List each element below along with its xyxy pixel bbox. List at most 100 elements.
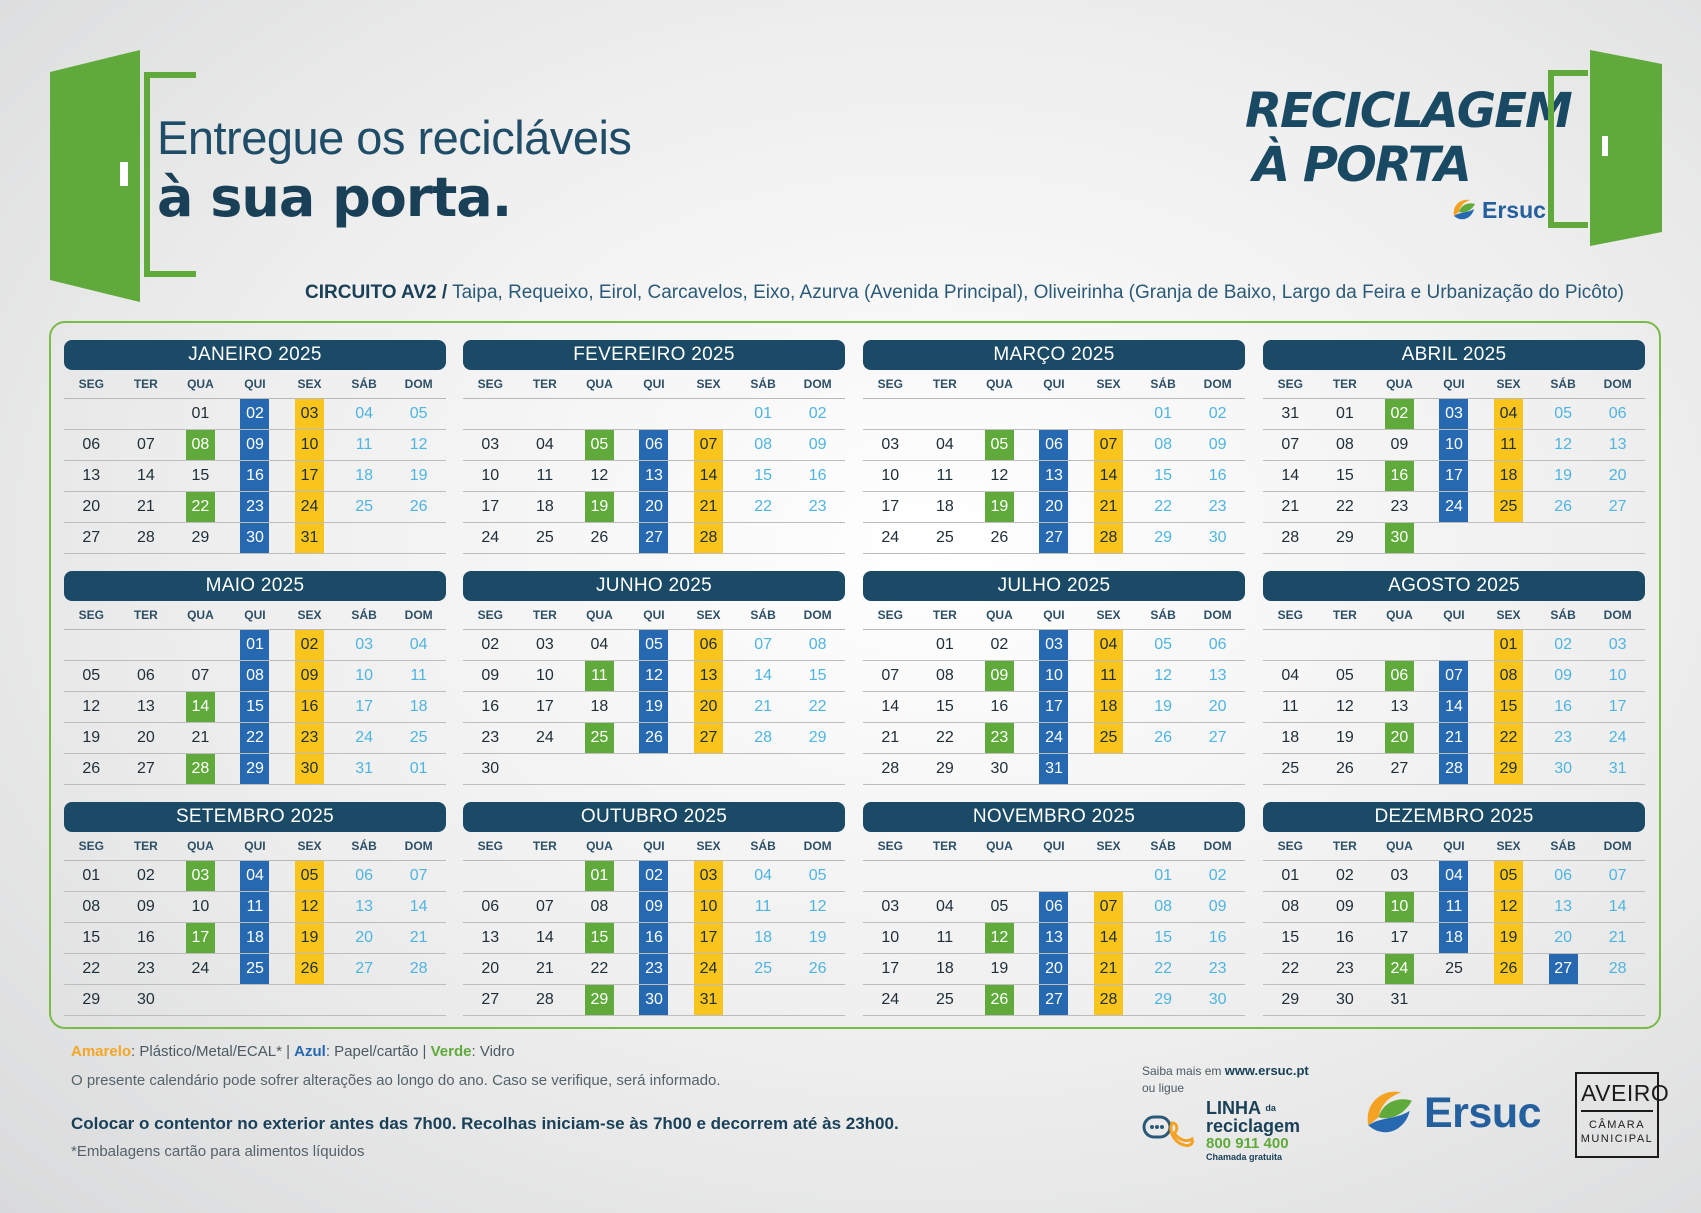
day: 24 — [881, 529, 900, 546]
day-weekend: 12 — [409, 436, 428, 453]
day-blue-collection: 27 — [1039, 523, 1069, 553]
day-weekend: 21 — [409, 929, 428, 946]
day: 25 — [1445, 960, 1463, 977]
day-green-collection: 23 — [984, 723, 1014, 753]
day-yellow-collection: 21 — [1094, 954, 1124, 984]
week-row: 01 02 03 04 — [64, 630, 446, 661]
day-weekend: 16 — [808, 467, 827, 484]
saiba-prefix: Saiba mais em — [1142, 1064, 1225, 1078]
day: 22 — [1335, 498, 1354, 515]
weekday-label: DOM — [1203, 377, 1232, 391]
month-title: ABRIL 2025 — [1263, 340, 1645, 370]
day-yellow-collection: 17 — [694, 923, 724, 953]
day: 18 — [935, 498, 954, 515]
month-calendar: FEVEREIRO 2025 SEG TER QUA QUI SEX SÁB DOM 01 02 0… — [463, 340, 845, 554]
weekday-label: SÁB — [1550, 377, 1576, 391]
day-blue-collection: 04 — [240, 861, 270, 891]
week-row: 24 25 26 27 28 29 30 — [863, 985, 1245, 1016]
week-row: 17 18 19 20 21 22 23 — [863, 492, 1245, 523]
day-blue-collection: 09 — [639, 892, 669, 922]
municipality-sub: CÂMARA MUNICIPAL — [1577, 1118, 1657, 1146]
month-title: MARÇO 2025 — [863, 340, 1245, 370]
weekday-label: DOM — [803, 608, 832, 622]
day: 12 — [990, 467, 1009, 484]
day: 04 — [590, 636, 609, 653]
day: 22 — [590, 960, 609, 977]
day-yellow-collection: 14 — [1094, 461, 1124, 491]
calendar-frame — [49, 321, 1661, 1029]
week-row: 28 29 30 31 — [863, 754, 1245, 785]
day: 17 — [481, 498, 500, 515]
weekday-header: SEG TER QUA QUI SEX SÁB DOM — [64, 370, 446, 399]
day: 17 — [535, 698, 554, 715]
day-weekend: 01 — [1154, 867, 1172, 884]
linha-label: LINHA — [1206, 1098, 1261, 1118]
day: 17 — [881, 498, 900, 515]
weekday-header: SEG TER QUA QUI SEX SÁB DOM — [863, 370, 1245, 399]
day-weekend: 22 — [1154, 498, 1172, 515]
day: 25 — [935, 529, 954, 546]
day-blue-collection: 23 — [240, 492, 270, 522]
legend-green-desc: : Vidro — [471, 1043, 515, 1060]
weekday-header: SEG TER QUA QUI SEX SÁB DOM — [64, 832, 446, 861]
day: 02 — [481, 636, 500, 653]
week-row: 10 11 12 13 14 15 16 — [863, 461, 1245, 492]
municipality-name: AVEIRO — [1581, 1080, 1669, 1112]
weekday-label: QUI — [244, 377, 266, 391]
day-green-collection: 12 — [984, 923, 1014, 953]
legend-green-label: Verde — [430, 1043, 472, 1060]
weekday-label: QUA — [986, 839, 1013, 853]
weekday-label: DOM — [1603, 839, 1632, 853]
day: 18 — [590, 698, 609, 715]
weekday-label: SEG — [877, 839, 903, 853]
phone-number[interactable]: 800 911 400 — [1206, 1135, 1289, 1152]
day-weekend: 09 — [1208, 436, 1227, 453]
door-left-icon — [50, 50, 140, 302]
day: 30 — [1335, 991, 1354, 1008]
day: 01 — [82, 867, 101, 884]
day-weekend: 21 — [1608, 929, 1627, 946]
linha-text: LINHA da reciclagem 800 911 400 Chamada … — [1206, 1099, 1300, 1163]
brand-title-line-2: À PORTA — [1253, 137, 1472, 193]
day: 30 — [136, 991, 155, 1008]
day-blue-collection: 16 — [639, 923, 669, 953]
day: 17 — [881, 960, 900, 977]
day: 19 — [1335, 729, 1354, 746]
month-title: DEZEMBRO 2025 — [1263, 802, 1645, 832]
weekday-label: SEX — [1496, 377, 1521, 391]
day: 26 — [1335, 760, 1354, 777]
week-row: 01 02 — [863, 399, 1245, 430]
week-row: 29 30 — [64, 985, 446, 1016]
day: 05 — [1335, 667, 1354, 684]
day-weekend: 08 — [808, 636, 827, 653]
day-blue-collection: 02 — [639, 861, 669, 891]
day-weekend: 23 — [1208, 498, 1227, 515]
day-weekend: 21 — [754, 698, 772, 715]
day-yellow-collection: 09 — [295, 661, 325, 691]
day-green-collection: 14 — [185, 692, 215, 722]
ersuc-swirl-icon — [1367, 1091, 1412, 1133]
website-link[interactable]: www.ersuc.pt — [1224, 1063, 1309, 1078]
weekday-label: QUI — [1043, 608, 1065, 622]
brand-title-line-1: RECICLAGEM — [1245, 83, 1573, 139]
day-blue-collection: 24 — [1439, 492, 1469, 522]
day-yellow-collection: 16 — [295, 692, 325, 722]
ersuc-logo-text: Ersuc — [1424, 1088, 1542, 1137]
day: 22 — [935, 729, 954, 746]
color-legend: Amarelo: Plástico/Metal/ECAL* | Azul: Pa… — [71, 1043, 515, 1060]
day-yellow-collection: 12 — [1494, 892, 1524, 922]
day-weekend: 30 — [1208, 529, 1227, 546]
day-weekend: 14 — [754, 667, 772, 684]
weekday-header: SEG TER QUA QUI SEX SÁB DOM — [463, 370, 845, 399]
day: 19 — [82, 729, 101, 746]
day: 08 — [1281, 898, 1300, 915]
weekday-label: SEG — [877, 377, 903, 391]
day-weekend: 09 — [1554, 667, 1572, 684]
day-weekend: 23 — [1208, 960, 1227, 977]
day: 10 — [881, 929, 900, 946]
day: 07 — [136, 436, 155, 453]
day-blue-collection: 06 — [639, 430, 669, 460]
day-green-collection: 10 — [1384, 892, 1414, 922]
week-row: 01 02 — [463, 399, 845, 430]
day-green-collection: 01 — [584, 861, 614, 891]
